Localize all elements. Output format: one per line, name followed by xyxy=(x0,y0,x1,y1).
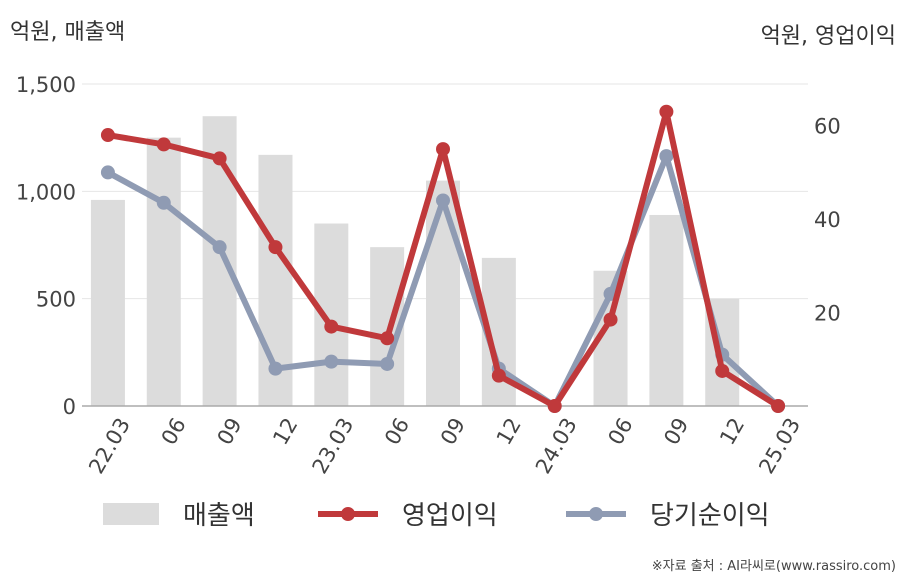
net-income-point xyxy=(380,356,395,371)
operating-profit-point xyxy=(212,151,227,166)
operating-profit-point xyxy=(603,312,618,327)
x-tick-label: 25.03 xyxy=(754,414,805,478)
legend-marker-operating-profit xyxy=(341,507,355,521)
net-income-point xyxy=(268,361,283,376)
operating-profit-point xyxy=(659,104,674,119)
right-tick-label: 60 xyxy=(814,115,841,139)
source-note: ※자료 출처 : AI라씨로(www.rassiro.com) xyxy=(651,559,896,574)
bar-매출액 xyxy=(649,214,684,406)
x-tick-label: 12 xyxy=(492,414,526,449)
right-axis-unit: 억원, 영업이익 xyxy=(760,24,896,49)
left-tick-label: 1,000 xyxy=(16,180,76,204)
legend-swatch-sales xyxy=(103,503,159,525)
legend-label-net-income: 당기순이익 xyxy=(650,501,770,531)
operating-profit-point xyxy=(268,240,283,255)
x-tick-label: 23.03 xyxy=(308,414,359,478)
left-tick-label: 0 xyxy=(63,395,76,419)
bar-매출액 xyxy=(90,199,125,406)
legend-marker-net-income xyxy=(589,507,603,521)
x-tick-label: 09 xyxy=(436,414,470,449)
x-tick-label: 24.03 xyxy=(531,414,582,478)
bar-매출액 xyxy=(146,137,181,406)
left-tick-label: 1,500 xyxy=(16,73,76,97)
operating-profit-point xyxy=(491,368,506,383)
operating-profit-point xyxy=(547,399,562,413)
x-tick-label: 12 xyxy=(715,414,749,449)
operating-profit-point xyxy=(380,331,395,346)
legend-label-sales: 매출액 xyxy=(183,501,255,531)
x-tick-label: 09 xyxy=(659,414,693,449)
left-tick-label: 500 xyxy=(36,288,76,312)
x-tick-label: 06 xyxy=(157,414,191,449)
net-income-point xyxy=(659,149,674,164)
x-tick-label: 06 xyxy=(603,414,637,449)
operating-profit-point xyxy=(715,363,730,378)
operating-profit-point xyxy=(436,142,450,157)
x-tick-label: 09 xyxy=(213,414,247,449)
net-income-point xyxy=(156,195,171,210)
net-income-point xyxy=(436,193,450,208)
operating-profit-point xyxy=(771,399,786,413)
bar-매출액 xyxy=(426,180,460,406)
net-income-point xyxy=(212,240,227,255)
net-income-point xyxy=(324,354,339,369)
left-axis-unit: 억원, 매출액 xyxy=(10,20,126,45)
operating-profit-point xyxy=(156,137,171,152)
right-tick-label: 40 xyxy=(814,208,841,232)
net-income-point xyxy=(100,165,115,180)
operating-profit-point xyxy=(324,319,339,334)
legend-label-operating-profit: 영업이익 xyxy=(402,501,498,531)
operating-profit-point xyxy=(100,128,115,143)
x-tick-label: 06 xyxy=(380,414,414,449)
x-tick-label: 22.03 xyxy=(84,414,135,478)
right-tick-label: 20 xyxy=(814,302,841,326)
x-tick-label: 12 xyxy=(268,414,302,449)
